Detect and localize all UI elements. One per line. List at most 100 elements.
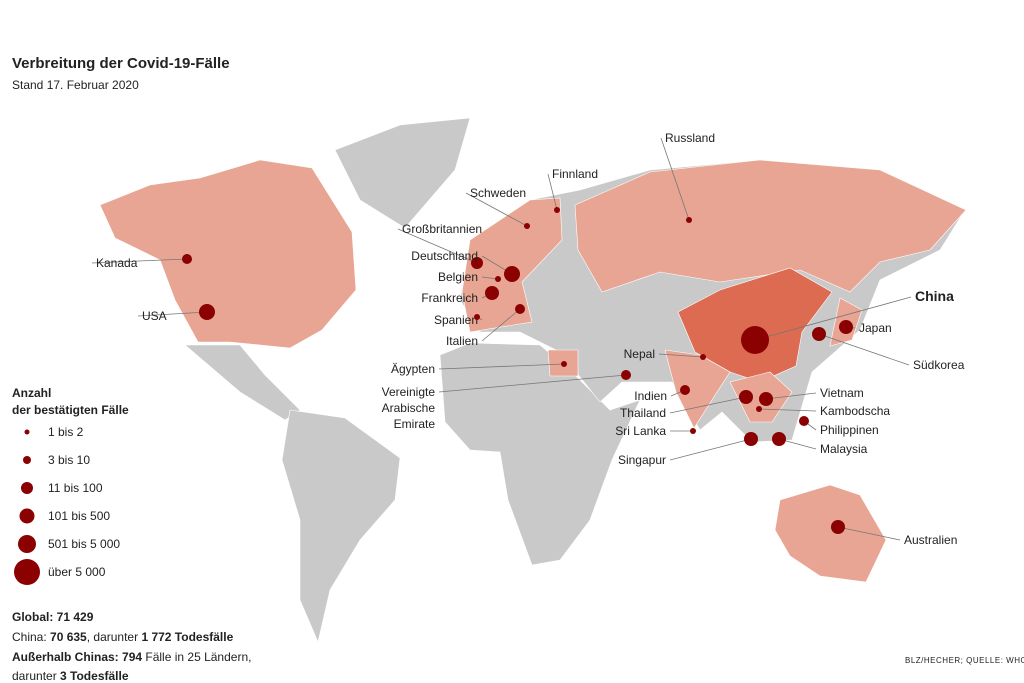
- legend-label: 501 bis 5 000: [48, 537, 120, 551]
- leader-line: [837, 526, 901, 541]
- country-label: Vereinigte: [382, 385, 436, 399]
- case-bubble: [474, 314, 480, 320]
- text: , darunter: [87, 630, 142, 644]
- leader-line: [91, 258, 188, 264]
- country-label: Russland: [665, 131, 715, 145]
- case-bubble: [495, 276, 501, 282]
- country-label: Schweden: [470, 186, 526, 200]
- country-label: Thailand: [620, 406, 666, 420]
- legend-label: 3 bis 10: [48, 453, 90, 467]
- legend-label: 1 bis 2: [48, 425, 84, 439]
- country-label: Philippinen: [820, 423, 879, 437]
- case-bubble: [199, 304, 215, 320]
- central-america: [184, 344, 301, 421]
- country-label: Kanada: [96, 256, 138, 270]
- country-label: Kambodscha: [820, 404, 890, 418]
- case-bubble: [182, 254, 192, 264]
- world-map: [99, 117, 967, 643]
- case-bubble: [690, 428, 696, 434]
- summary-global: Global: 71 429: [12, 610, 94, 624]
- australia: [774, 484, 887, 583]
- greenland: [334, 117, 471, 229]
- case-bubble: [741, 326, 769, 354]
- leader-line: [765, 392, 817, 400]
- south-america: [281, 409, 401, 643]
- case-bubble: [772, 432, 786, 446]
- legend-symbol: [23, 456, 31, 464]
- country-label: Indien: [634, 389, 667, 403]
- country-label: China: [915, 288, 954, 304]
- legend-title: Anzahl: [12, 386, 51, 400]
- country-label: Singapur: [618, 453, 666, 467]
- text: 3 Todesfälle: [60, 669, 129, 683]
- leader-line: [438, 374, 627, 393]
- country-label: Spanien: [434, 313, 478, 327]
- case-bubble: [680, 385, 690, 395]
- legend-symbol: [14, 559, 40, 585]
- legend-symbol: [24, 429, 30, 435]
- text: 1 772 Todesfälle: [141, 630, 233, 644]
- case-bubble: [515, 304, 525, 314]
- country-label: Arabische: [382, 401, 436, 415]
- text: China:: [12, 630, 50, 644]
- leader-line: [547, 173, 558, 211]
- leader-line: [397, 228, 478, 264]
- case-bubble: [504, 266, 520, 282]
- country-label: Südkorea: [913, 358, 965, 372]
- case-bubble: [759, 392, 773, 406]
- leader-line: [669, 438, 752, 461]
- case-bubble: [700, 354, 706, 360]
- case-bubble: [756, 406, 762, 412]
- country-label: Emirate: [394, 417, 436, 431]
- case-bubble: [471, 257, 483, 269]
- country-label: Frankreich: [421, 291, 478, 305]
- case-bubble: [485, 286, 499, 300]
- legend-label: 101 bis 500: [48, 509, 110, 523]
- summary-outside-deaths: darunter 3 Todesfälle: [12, 669, 129, 683]
- europe: [461, 197, 563, 333]
- summary-china: China: 70 635, darunter 1 772 Todesfälle: [12, 630, 234, 644]
- case-bubble: [839, 320, 853, 334]
- leader-line: [465, 192, 528, 227]
- leader-line: [438, 363, 565, 370]
- country-label: Deutschland: [411, 249, 478, 263]
- india: [664, 349, 731, 429]
- text: 794: [122, 650, 142, 664]
- case-bubble: [621, 370, 631, 380]
- country-label: Nepal: [624, 347, 655, 361]
- leader-line: [669, 396, 747, 414]
- map-subtitle: Stand 17. Februar 2020: [12, 78, 139, 92]
- leader-line: [660, 137, 690, 221]
- country-label: Großbritannien: [402, 222, 482, 236]
- country-label: Finnland: [552, 167, 598, 181]
- north-america: [99, 159, 357, 349]
- text: Außerhalb Chinas:: [12, 650, 122, 664]
- case-bubble: [524, 223, 530, 229]
- case-bubble: [554, 207, 560, 213]
- country-label: USA: [142, 309, 167, 323]
- leader-line: [481, 308, 521, 342]
- case-bubble: [686, 217, 692, 223]
- leader-line: [754, 296, 912, 341]
- country-label: Ägypten: [391, 362, 435, 376]
- leader-line: [137, 311, 208, 317]
- case-bubble: [744, 432, 758, 446]
- country-label: Italien: [446, 334, 478, 348]
- legend-symbol: [21, 482, 33, 494]
- case-bubble: [799, 416, 809, 426]
- source: BLZ/HECHER; QUELLE: WHO: [905, 656, 1024, 665]
- case-bubble: [831, 520, 845, 534]
- country-label: Australien: [904, 533, 957, 547]
- country-label: Japan: [859, 321, 892, 335]
- country-label: Sri Lanka: [615, 424, 666, 438]
- leader-line: [818, 333, 910, 366]
- legend-label: 11 bis 100: [48, 481, 103, 495]
- case-bubble: [739, 390, 753, 404]
- country-label: Malaysia: [820, 442, 868, 456]
- leader-line: [658, 353, 704, 358]
- legend-symbol: [19, 508, 35, 524]
- case-bubble: [561, 361, 567, 367]
- country-label: Vietnam: [820, 386, 864, 400]
- text: darunter: [12, 669, 60, 683]
